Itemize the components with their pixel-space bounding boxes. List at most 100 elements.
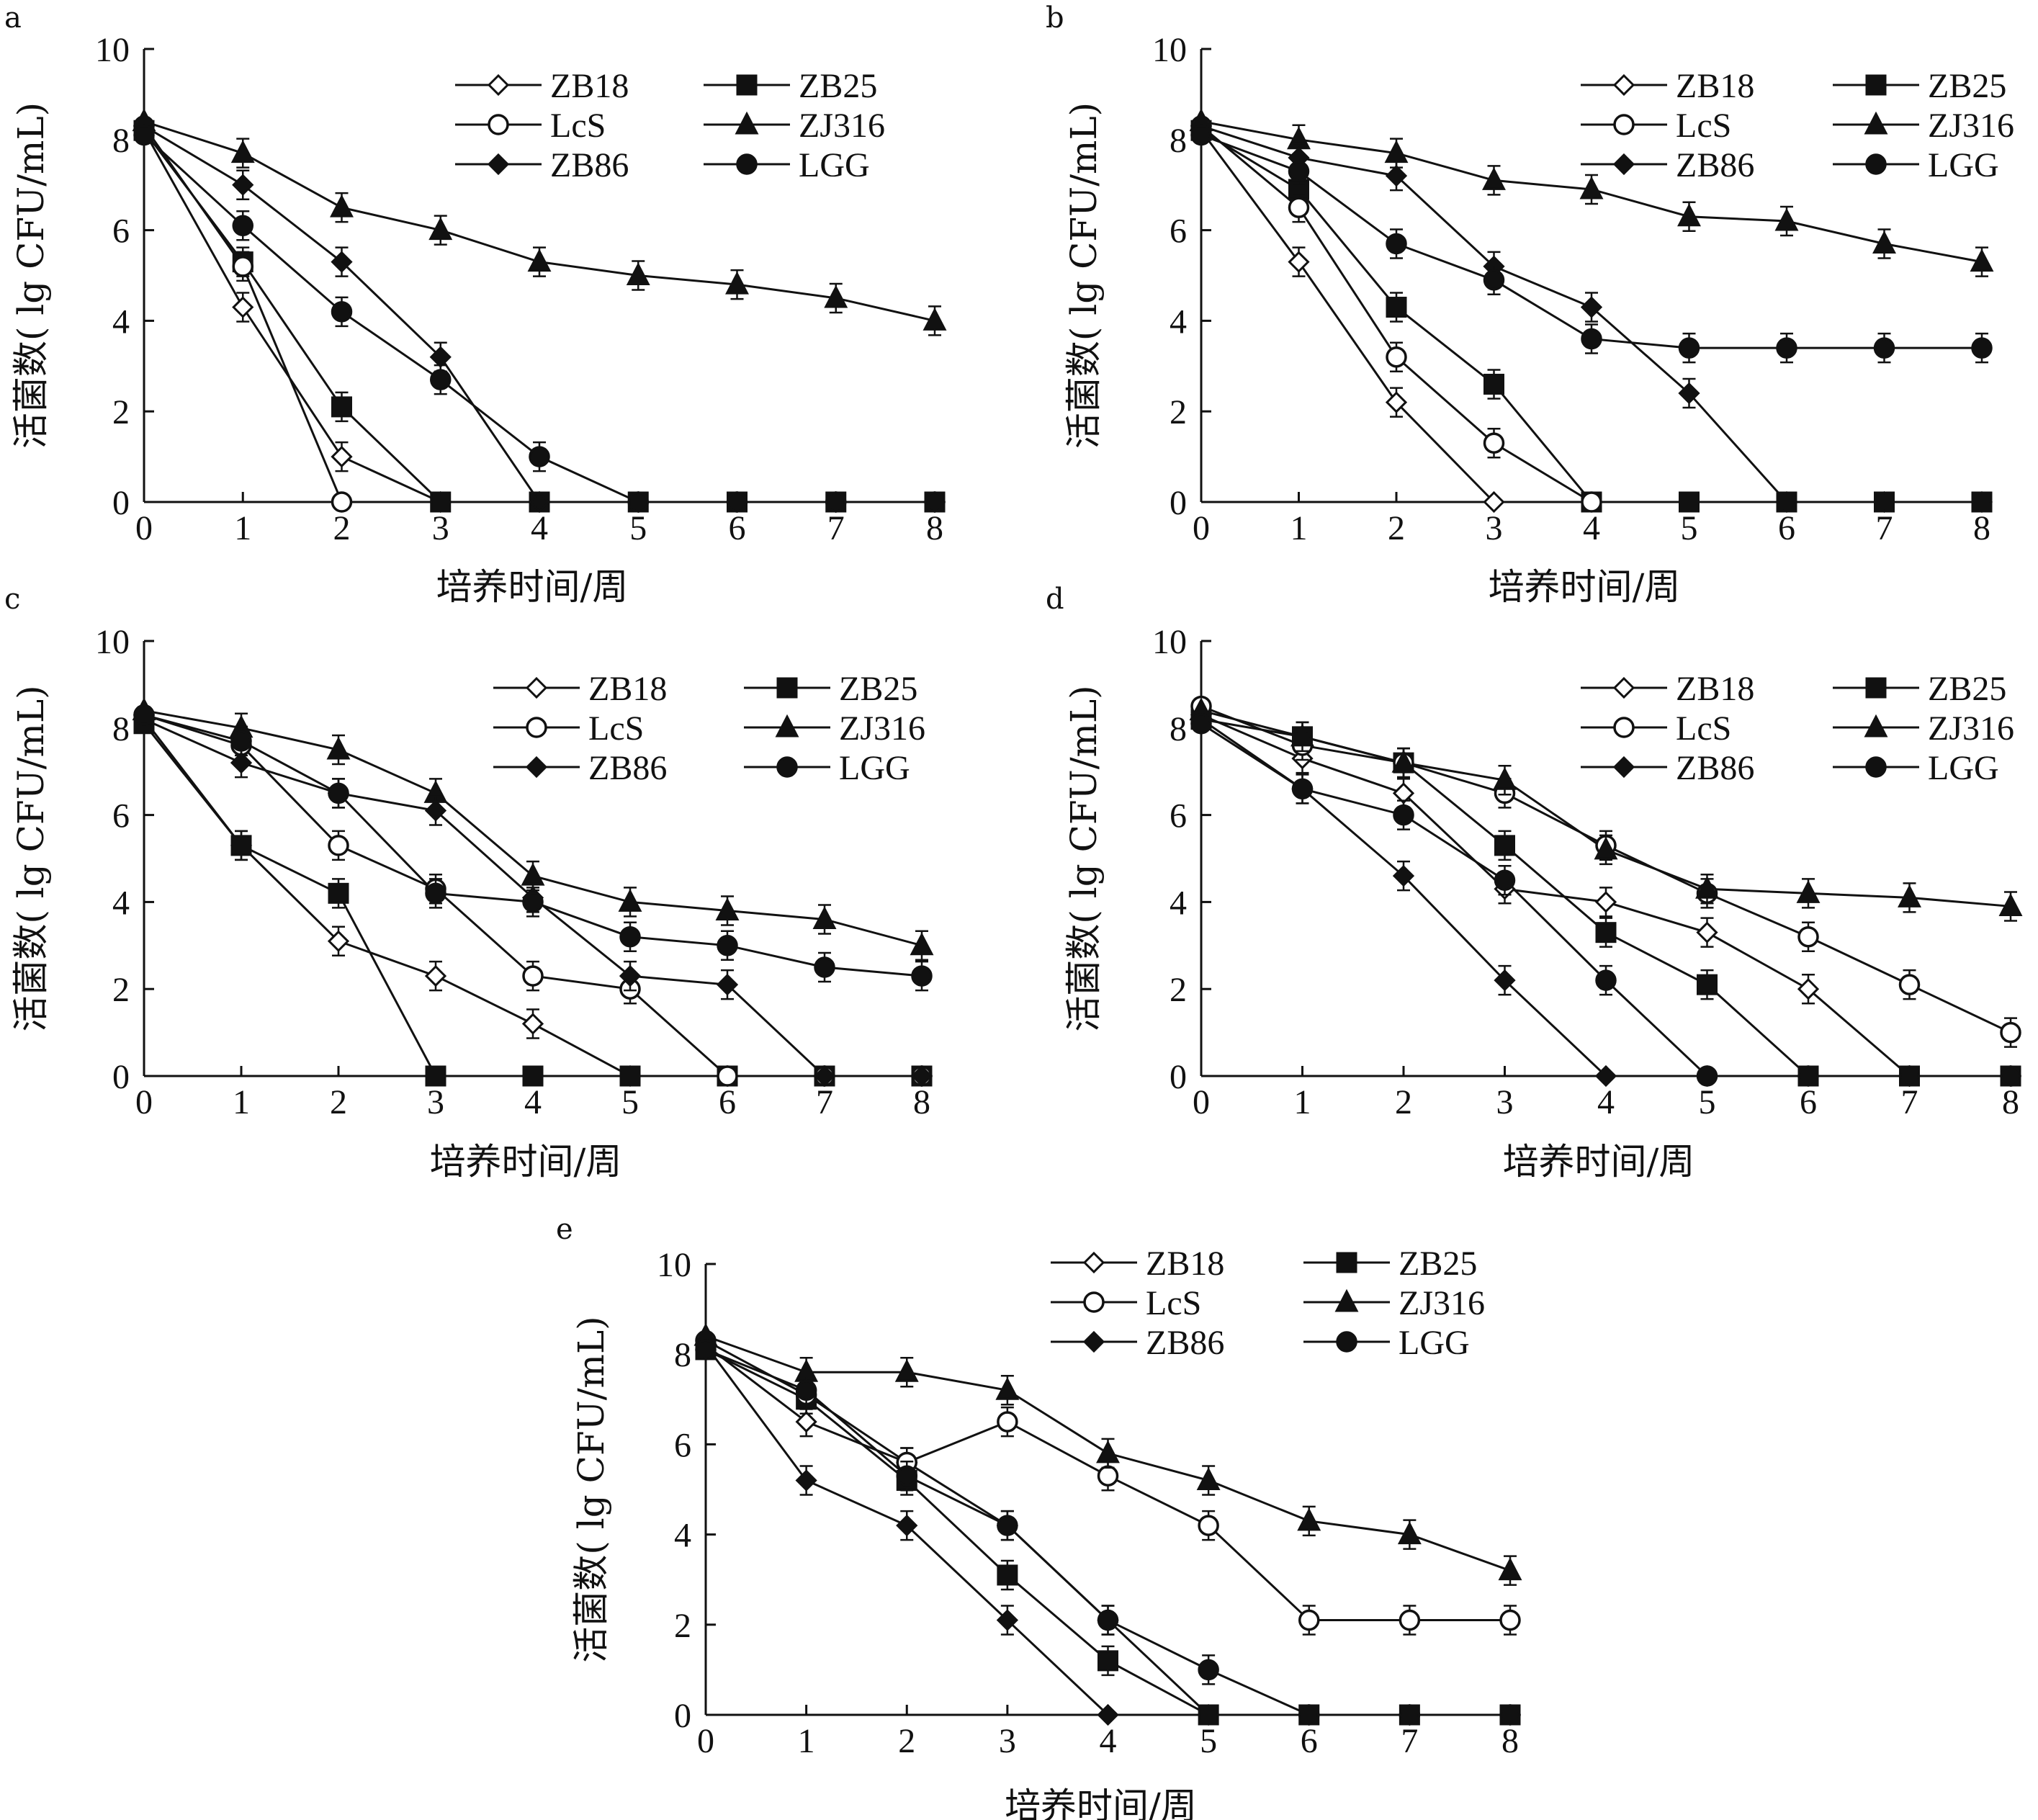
legend-item-lcs: LcS (493, 709, 644, 748)
legend-label: LGG (1399, 1324, 1470, 1362)
legend-item-zb18: ZB18 (455, 67, 629, 105)
panel-letter: c (4, 583, 20, 616)
legend-marker-zb25 (1336, 1252, 1357, 1273)
x-tick-label: 7 (816, 1083, 833, 1121)
x-tick-label: 7 (1401, 1722, 1418, 1760)
legend-label: ZB18 (1676, 67, 1754, 105)
data-point-lgg (1494, 869, 1516, 891)
y-tick-label: 4 (674, 1517, 691, 1555)
legend-label: ZB18 (588, 670, 667, 708)
x-tick-label: 1 (1294, 1083, 1311, 1121)
data-point-lcs (522, 965, 544, 987)
data-point-lgg (825, 491, 847, 513)
legend-label: ZB25 (839, 670, 917, 708)
data-point-zj316 (923, 308, 947, 331)
legend-label: ZB86 (550, 146, 629, 184)
data-point-zj316 (1391, 749, 1416, 773)
data-point-lgg (331, 301, 353, 323)
legend-item-lgg: LGG (744, 749, 910, 787)
x-tick-label: 4 (531, 509, 548, 547)
data-point-zb18 (795, 1410, 817, 1433)
legend-marker-zb25 (1865, 677, 1887, 699)
y-axis-label: 活菌数( lg CFU/mL) (10, 685, 52, 1031)
data-point-zb86 (996, 1609, 1018, 1631)
data-point-lgg (717, 935, 738, 956)
data-point-lcs (1499, 1609, 1521, 1631)
data-point-lgg (1499, 1704, 1521, 1726)
y-tick-label: 6 (1170, 212, 1187, 251)
data-point-zj316 (1998, 893, 2023, 916)
legend-item-zb25: ZB25 (1833, 670, 2006, 708)
legend-label: ZB25 (1399, 1245, 1477, 1283)
y-tick-label: 10 (1152, 623, 1187, 661)
x-tick-label: 3 (1486, 509, 1503, 547)
y-tick-label: 8 (1170, 710, 1187, 748)
legend-item-zj316: ZJ316 (1833, 107, 2014, 145)
data-point-lgg (1797, 1065, 1819, 1087)
x-axis-label: 培养时间/周 (1489, 566, 1681, 608)
data-point-lgg (529, 446, 550, 467)
data-point-zj316 (824, 284, 848, 308)
legend-item-zj316: ZJ316 (704, 107, 885, 145)
legend-item-lgg: LGG (1833, 749, 1999, 787)
data-point-lgg (2000, 1065, 2021, 1087)
x-tick-label: 2 (1395, 1083, 1412, 1121)
data-point-zb25 (997, 1564, 1018, 1586)
data-point-zb86 (1873, 490, 1895, 514)
data-point-zj316 (428, 217, 453, 241)
data-point-zb18 (232, 296, 254, 318)
data-point-lgg (1678, 337, 1700, 359)
y-tick-label: 0 (1170, 484, 1187, 522)
legend-marker-zb86 (1612, 756, 1635, 779)
data-point-zb25 (331, 396, 352, 418)
y-tick-label: 6 (112, 212, 130, 251)
data-point-lgg (133, 124, 155, 146)
data-point-lcs (1288, 197, 1310, 218)
data-point-zb86 (1097, 1703, 1119, 1726)
legend-item-lgg: LGG (704, 146, 870, 184)
y-tick-label: 8 (112, 122, 130, 160)
legend-label: LcS (1676, 107, 1731, 145)
legend-item-zb86: ZB86 (1581, 146, 1754, 184)
panel-letter: d (1046, 583, 1064, 616)
legend-label: ZB86 (1146, 1324, 1224, 1362)
data-point-zb25 (522, 1065, 544, 1087)
data-point-lcs (328, 835, 349, 856)
x-tick-label: 7 (1876, 509, 1893, 547)
panel-letter: b (1046, 1, 1064, 35)
x-axis-label: 培养时间/周 (436, 566, 629, 608)
series-line-lgg (143, 714, 923, 977)
data-point-zb86 (795, 1469, 817, 1492)
legend-marker-zb86 (487, 153, 510, 176)
data-point-lgg (1696, 1065, 1718, 1087)
x-tick-label: 0 (135, 509, 153, 547)
legend-label: ZB86 (1676, 749, 1754, 787)
data-point-lgg (619, 925, 641, 948)
data-point-zj316 (1677, 203, 1701, 227)
data-point-zb18 (1594, 891, 1617, 913)
y-tick-label: 8 (674, 1336, 691, 1374)
data-point-lgg (1873, 337, 1895, 359)
data-point-lgg (1097, 1609, 1119, 1631)
data-point-zj316 (1695, 876, 1719, 899)
y-tick-label: 10 (95, 623, 130, 661)
legend-label: ZB25 (1928, 670, 2006, 708)
data-point-lcs (997, 1411, 1018, 1433)
chart-panel-e: e 0 1 2 3 4 5 6 7 8 0 2 4 6 8 10 培养时间/周 活菌数( lg CFU/mL) ZB… (556, 1213, 1522, 1820)
legend-item-lcs: LcS (455, 107, 606, 145)
legend-marker-lgg (1336, 1331, 1357, 1353)
data-point-zb25 (1483, 373, 1504, 395)
legend-marker-zb25 (736, 74, 758, 96)
x-axis-label: 培养时间/周 (430, 1141, 622, 1183)
data-point-lgg (1298, 1704, 1320, 1726)
y-tick-label: 8 (112, 710, 130, 748)
data-point-zb18 (1696, 921, 1718, 943)
x-tick-label: 0 (135, 1083, 153, 1121)
chart-panel-b: b 0 1 2 3 4 5 6 7 8 0 2 4 6 8 10 培养时间/周 活菌数( lg CFU/mL) ZB… (1046, 1, 2014, 608)
x-tick-label: 8 (1973, 509, 1990, 547)
data-point-zj316 (1594, 836, 1618, 860)
x-tick-label: 4 (1100, 1722, 1117, 1760)
legend-item-zb86: ZB86 (1051, 1324, 1224, 1362)
